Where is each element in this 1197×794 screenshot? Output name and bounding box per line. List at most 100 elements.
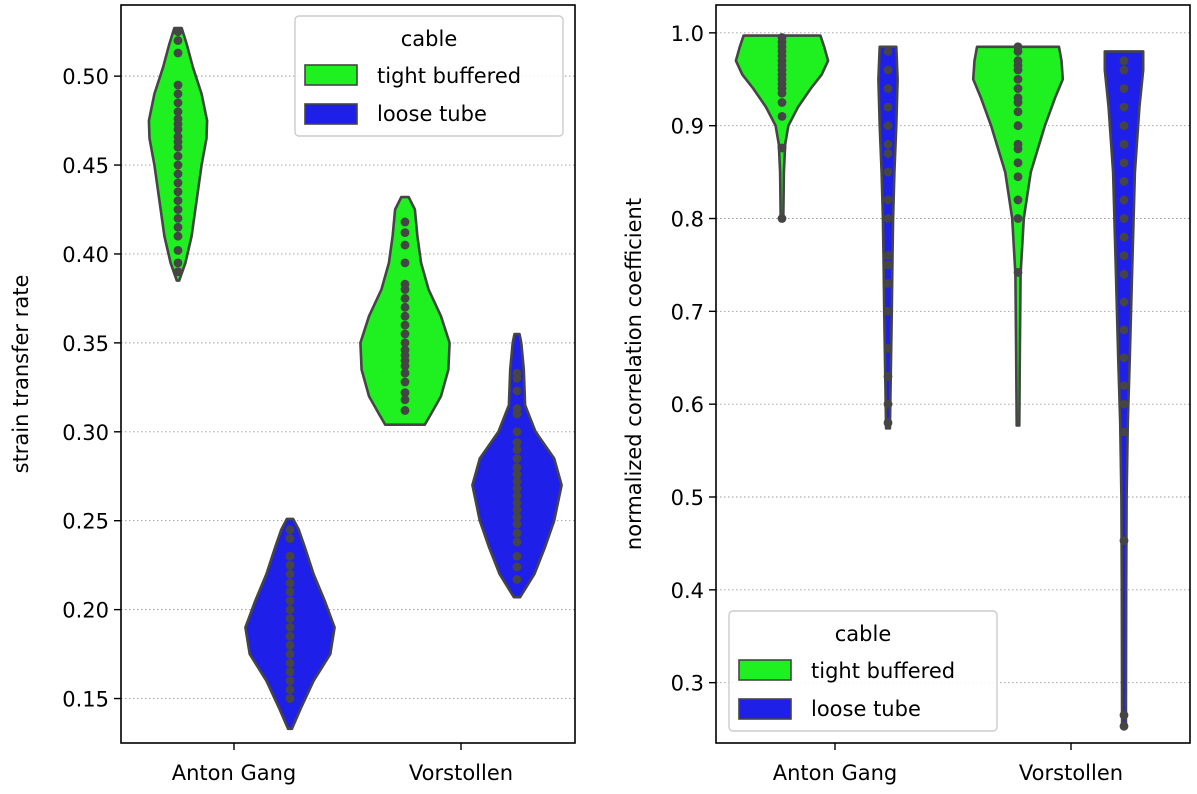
right-data-point-vorstollen-tight-buffered: [1013, 74, 1023, 84]
right-data-point-vorstollen-loose-tube: [1119, 710, 1129, 720]
right-data-point-vorstollen-loose-tube: [1119, 399, 1129, 409]
left-data-point-anton-gang-tight-buffered: [173, 151, 183, 161]
left-plot-frame: [120, 4, 576, 744]
right-data-point-vorstollen-loose-tube: [1119, 102, 1129, 112]
left-y-tick-label: 0.50: [62, 65, 109, 89]
left-data-point-vorstollen-tight-buffered: [400, 240, 410, 250]
right-y-tick-label: 0.9: [671, 115, 704, 139]
right-data-point-vorstollen-loose-tube: [1119, 65, 1129, 75]
left-data-point-anton-gang-loose-tube: [285, 569, 295, 579]
right-data-point-vorstollen-loose-tube: [1119, 232, 1129, 242]
right-y-tick-label: 0.8: [671, 208, 704, 232]
right-legend-label-loose-tube: loose tube: [811, 697, 921, 721]
right-data-point-anton-gang-tight-buffered: [777, 214, 787, 223]
left-data-point-vorstollen-loose-tube: [512, 498, 522, 508]
left-data-point-vorstollen-tight-buffered: [400, 302, 410, 312]
left-violin-chart: 0.15 0.20 0.25 0.30 0.35 0.40 0.45 0.50 Anton Ga…: [9, 4, 576, 785]
right-data-point-vorstollen-loose-tube: [1119, 353, 1129, 363]
left-data-point-vorstollen-loose-tube: [512, 427, 522, 437]
right-data-point-anton-gang-loose-tube: [883, 65, 893, 75]
right-legend-title: cable: [835, 622, 892, 646]
left-data-point-anton-gang-loose-tube: [285, 578, 295, 588]
left-data-point-vorstollen-tight-buffered: [400, 258, 410, 268]
right-data-point-anton-gang-loose-tube: [883, 167, 893, 177]
right-x-tick-label-vorstollen: Vorstollen: [1019, 761, 1123, 785]
left-legend-box: [294, 15, 564, 137]
left-legend-label-loose-tube: loose tube: [377, 102, 487, 126]
left-data-point-vorstollen-tight-buffered: [400, 311, 410, 321]
right-data-point-vorstollen-loose-tube: [1119, 84, 1129, 93]
left-data-point-anton-gang-loose-tube: [285, 658, 295, 668]
left-data-point-anton-gang-tight-buffered: [173, 196, 183, 206]
left-data-point-vorstollen-tight-buffered: [400, 406, 410, 415]
right-data-point-vorstollen-tight-buffered: [1013, 267, 1023, 277]
left-y-tick-label: 0.15: [62, 688, 109, 712]
left-data-point-anton-gang-tight-buffered: [173, 80, 183, 90]
left-data-point-anton-gang-tight-buffered: [173, 267, 183, 277]
left-data-point-anton-gang-loose-tube: [285, 614, 295, 623]
left-y-tick-label: 0.30: [62, 421, 109, 445]
right-data-point-anton-gang-loose-tube: [883, 121, 893, 131]
right-y-tick-label: 0.6: [671, 393, 704, 417]
right-data-point-vorstollen-tight-buffered: [1013, 56, 1023, 66]
right-data-point-vorstollen-loose-tube: [1119, 176, 1129, 186]
left-data-point-vorstollen-loose-tube: [512, 551, 522, 561]
right-data-point-vorstollen-tight-buffered: [1013, 139, 1023, 149]
right-data-point-vorstollen-loose-tube: [1119, 721, 1129, 731]
left-data-point-anton-gang-loose-tube: [285, 596, 295, 606]
right-data-point-anton-gang-loose-tube: [883, 47, 893, 56]
right-data-point-vorstollen-tight-buffered: [1013, 214, 1023, 223]
left-data-point-anton-gang-tight-buffered: [173, 107, 183, 117]
right-data-point-anton-gang-loose-tube: [883, 371, 893, 381]
right-data-point-anton-gang-loose-tube: [883, 84, 893, 93]
left-data-point-anton-gang-tight-buffered: [173, 187, 183, 197]
left-data-point-anton-gang-loose-tube: [285, 676, 295, 686]
left-data-point-vorstollen-tight-buffered: [400, 320, 410, 330]
right-y-tick-label: 1.0: [671, 22, 704, 46]
right-y-tick-label: 0.4: [671, 579, 704, 603]
right-data-point-anton-gang-tight-buffered: [777, 143, 787, 153]
right-data-point-vorstollen-tight-buffered: [1013, 158, 1023, 168]
left-data-point-anton-gang-tight-buffered: [173, 178, 183, 188]
right-data-point-anton-gang-tight-buffered: [777, 98, 787, 107]
left-data-point-anton-gang-loose-tube: [285, 605, 295, 615]
right-data-point-vorstollen-tight-buffered: [1013, 172, 1023, 182]
right-legend-swatch-tight-buffered: [738, 659, 792, 681]
right-data-point-vorstollen-loose-tube: [1119, 195, 1129, 205]
right-legend-swatch-loose-tube: [738, 698, 792, 720]
left-data-point-vorstollen-tight-buffered: [400, 217, 410, 227]
left-data-point-vorstollen-loose-tube: [512, 574, 522, 584]
right-data-point-anton-gang-tight-buffered: [777, 111, 787, 121]
left-data-point-anton-gang-loose-tube: [285, 623, 295, 632]
left-data-point-vorstollen-loose-tube: [512, 462, 522, 472]
right-y-tick-label: 0.7: [671, 300, 704, 324]
right-plot-frame: [715, 4, 1191, 744]
left-data-point-vorstollen-loose-tube: [512, 562, 522, 572]
left-data-point-anton-gang-tight-buffered: [173, 89, 183, 99]
left-data-point-anton-gang-loose-tube: [285, 631, 295, 641]
left-data-point-vorstollen-tight-buffered: [400, 294, 410, 303]
left-data-point-vorstollen-tight-buffered: [400, 329, 410, 339]
left-data-point-anton-gang-tight-buffered: [173, 48, 183, 58]
left-data-point-vorstollen-tight-buffered: [400, 345, 410, 355]
left-data-point-vorstollen-loose-tube: [512, 477, 522, 486]
left-data-point-vorstollen-tight-buffered: [400, 228, 410, 238]
left-data-point-anton-gang-loose-tube: [285, 649, 295, 659]
left-data-point-vorstollen-tight-buffered: [400, 377, 410, 387]
left-legend-swatch-loose-tube: [304, 103, 358, 125]
right-data-point-anton-gang-loose-tube: [883, 279, 893, 288]
right-data-point-vorstollen-tight-buffered: [1013, 121, 1023, 131]
left-data-point-anton-gang-tight-buffered: [173, 205, 183, 214]
left-data-point-vorstollen-tight-buffered: [400, 388, 410, 398]
right-data-point-vorstollen-tight-buffered: [1013, 84, 1023, 93]
right-data-point-anton-gang-loose-tube: [883, 251, 893, 261]
left-data-point-vorstollen-loose-tube: [512, 445, 522, 454]
right-data-point-anton-gang-loose-tube: [883, 195, 893, 205]
left-data-point-anton-gang-loose-tube: [285, 560, 295, 570]
right-y-tick-label: 0.5: [671, 486, 704, 510]
left-data-point-anton-gang-loose-tube: [285, 587, 295, 597]
right-data-point-vorstollen-loose-tube: [1119, 139, 1129, 149]
left-data-point-vorstollen-loose-tube: [512, 470, 522, 479]
right-y-tick-label: 0.3: [671, 672, 704, 696]
